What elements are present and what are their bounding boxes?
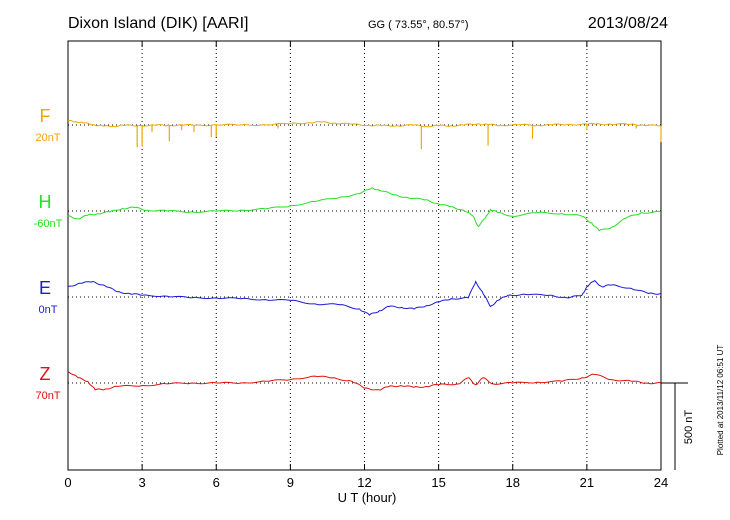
x-tick-label: 21 (580, 475, 594, 490)
station-title: Dixon Island (DIK) [AARI] (68, 15, 249, 32)
series-line-z (67, 370, 662, 391)
series-name-f: F (40, 106, 51, 126)
series-name-z: Z (40, 364, 51, 384)
x-tick-label: 0 (64, 475, 71, 490)
x-axis: 0 3 6 9 12 15 18 21 24 (64, 41, 668, 490)
series-offset-e: 0nT (39, 304, 58, 316)
series-line-h (67, 187, 662, 232)
coordinates-label: GG ( 73.55°, 80.57°) (368, 19, 469, 31)
x-tick-label: 6 (213, 475, 220, 490)
series-offset-f: 20nT (35, 132, 60, 144)
series-labels: F 20nT H -60nT E 0nT Z 70nT (34, 106, 63, 402)
date-label: 2013/08/24 (588, 15, 668, 32)
x-axis-label: U T (hour) (338, 490, 397, 505)
series-line-f (67, 119, 662, 128)
series-offset-h: -60nT (34, 218, 63, 230)
x-tick-label: 24 (654, 475, 668, 490)
grid (68, 41, 661, 470)
x-tick-label: 3 (139, 475, 146, 490)
series-line-e (67, 280, 662, 316)
series-layer (67, 119, 662, 391)
plotted-timestamp: Plotted at 2013/11/12 06:51 UT (716, 345, 725, 456)
x-tick-label: 12 (357, 475, 371, 490)
series-name-h: H (39, 192, 52, 212)
scale-bar-label: 500 nT (683, 410, 695, 445)
x-tick-label: 15 (431, 475, 445, 490)
x-tick-label: 9 (287, 475, 294, 490)
x-tick-label: 18 (506, 475, 520, 490)
series-offset-z: 70nT (35, 390, 60, 402)
series-name-e: E (39, 278, 51, 298)
scale-bar: 500 nT (661, 382, 695, 470)
